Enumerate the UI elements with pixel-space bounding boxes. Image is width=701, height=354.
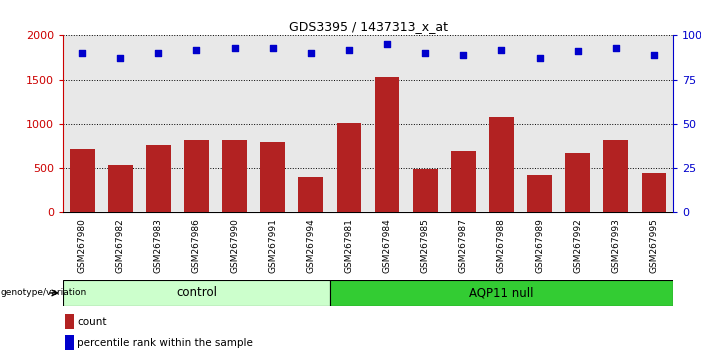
Bar (108, 166, 132, 212)
Point (115, 56, 126, 61)
Point (458, 52, 469, 58)
Bar (70, 149, 95, 212)
Point (343, 47, 355, 52)
Text: count: count (77, 316, 107, 327)
Point (648, 52, 660, 58)
Bar (451, 152, 476, 212)
Point (153, 50, 164, 56)
Text: percentile rank within the sample: percentile rank within the sample (77, 338, 253, 348)
Bar (565, 153, 590, 212)
Point (572, 48, 583, 54)
Bar (146, 145, 171, 212)
Bar (527, 175, 552, 212)
Point (305, 50, 316, 56)
Text: GSM267986: GSM267986 (192, 218, 201, 273)
Point (229, 45, 240, 51)
Bar (375, 77, 400, 212)
Point (191, 47, 202, 52)
Text: GSM267995: GSM267995 (649, 218, 658, 273)
Bar (641, 172, 666, 212)
Bar (413, 169, 437, 212)
Point (76, 50, 88, 56)
Point (267, 45, 278, 51)
Bar (336, 123, 361, 212)
Text: GSM267982: GSM267982 (116, 218, 125, 273)
Bar (489, 117, 514, 212)
Text: GSM267981: GSM267981 (344, 218, 353, 273)
Bar (330, 280, 673, 306)
Text: genotype/variation: genotype/variation (1, 289, 87, 297)
Text: GSM267992: GSM267992 (573, 218, 582, 273)
Text: GSM267991: GSM267991 (268, 218, 277, 273)
Text: GSM267994: GSM267994 (306, 218, 315, 273)
Text: GSM267980: GSM267980 (78, 218, 87, 273)
Bar (184, 140, 209, 212)
Point (381, 41, 393, 47)
Point (534, 56, 545, 61)
Text: GSM267984: GSM267984 (383, 218, 392, 273)
Bar (63, 280, 330, 306)
Point (420, 50, 431, 56)
Text: GSM267987: GSM267987 (459, 218, 468, 273)
Text: GSM267988: GSM267988 (497, 218, 506, 273)
Point (610, 45, 621, 51)
Title: GDS3395 / 1437313_x_at: GDS3395 / 1437313_x_at (289, 20, 447, 33)
Text: GSM267990: GSM267990 (230, 218, 239, 273)
Bar (222, 140, 247, 212)
Bar (299, 177, 323, 212)
Text: AQP11 null: AQP11 null (469, 286, 533, 299)
Point (496, 47, 507, 52)
Bar (64, 314, 74, 329)
Text: control: control (176, 286, 217, 299)
Text: GSM267993: GSM267993 (611, 218, 620, 273)
Bar (64, 335, 74, 350)
Bar (260, 142, 285, 212)
Text: GSM267983: GSM267983 (154, 218, 163, 273)
Text: GSM267989: GSM267989 (535, 218, 544, 273)
Text: GSM267985: GSM267985 (421, 218, 430, 273)
Bar (604, 140, 628, 212)
